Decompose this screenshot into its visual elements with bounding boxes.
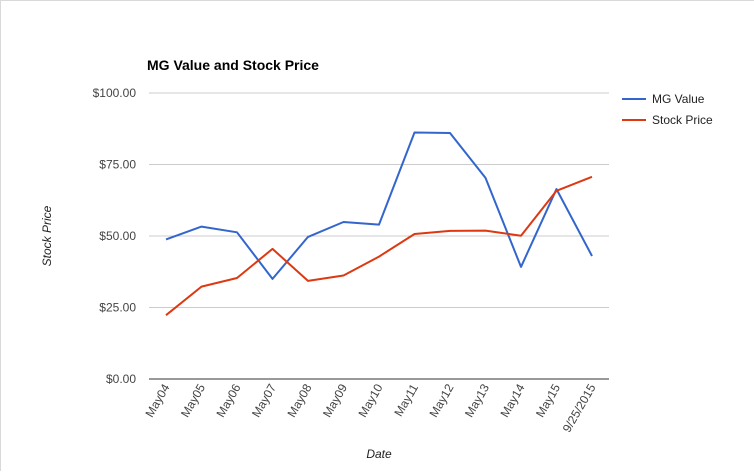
legend: MG Value Stock Price	[622, 92, 713, 127]
y-tick-label: $50.00	[99, 229, 136, 243]
chart-title: MG Value and Stock Price	[147, 57, 319, 73]
x-tick-label: May14	[497, 381, 527, 419]
x-tick-label: May12	[426, 381, 456, 419]
y-tick-label: $100.00	[93, 86, 137, 100]
x-tick-label: May09	[320, 381, 350, 419]
y-tick-label: $0.00	[106, 372, 136, 386]
x-tick-label: May06	[213, 381, 243, 419]
y-tick-label: $75.00	[99, 158, 136, 172]
x-axis-ticks: May04 May05 May06 May07 May08 May09 May10 May11…	[142, 381, 598, 435]
y-axis-ticks: $0.00 $25.00 $50.00 $75.00 $100.00	[93, 86, 137, 386]
x-tick-label: May08	[284, 381, 314, 419]
series-line-mg-value	[165, 131, 593, 280]
gridlines	[149, 92, 609, 380]
x-tick-label: May13	[462, 381, 492, 419]
x-tick-label: May04	[142, 381, 172, 419]
series-lines	[165, 131, 593, 316]
x-tick-label: May15	[533, 381, 563, 419]
y-tick-label: $25.00	[99, 301, 136, 315]
x-axis-title: Date	[366, 447, 392, 461]
x-tick-label: May07	[249, 381, 279, 419]
series-line-stock-price	[165, 175, 593, 316]
legend-label-stock-price: Stock Price	[652, 113, 713, 127]
legend-label-mg-value: MG Value	[652, 92, 705, 106]
x-tick-label: May05	[178, 381, 208, 419]
x-tick-label: 9/25/2015	[560, 381, 599, 435]
y-axis-title: Stock Price	[40, 205, 54, 266]
x-tick-label: May11	[391, 381, 421, 419]
x-tick-label: May10	[355, 381, 385, 419]
